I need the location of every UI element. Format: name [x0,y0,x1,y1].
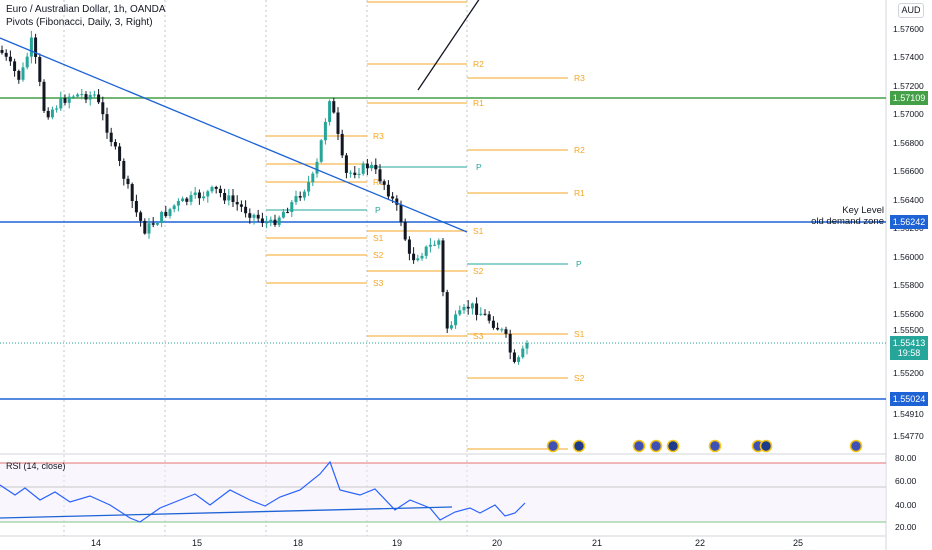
price-tick: 1.57400 [893,52,924,62]
currency-button[interactable]: AUD [898,3,924,18]
rsi-tick: 40.00 [895,500,917,510]
pivots-day3 [467,77,568,450]
price-tick: 1.56600 [893,166,924,176]
price-tick: 1.57200 [893,81,924,91]
pivot-label: S1 [373,233,384,243]
price-tick: 1.54770 [893,431,924,441]
key-level-annotation[interactable]: Key Level old demand zone [811,205,884,227]
pivot-label: S3 [473,331,484,341]
pivots-day2 [367,1,467,337]
economic-event-icon[interactable] [649,439,663,453]
rsi-panel [0,460,886,523]
time-axis[interactable]: 14 15 18 19 20 21 22 25 [91,538,803,548]
price-tick: 1.55500 [893,325,924,335]
economic-event-icon[interactable] [666,439,680,453]
price-tick: 1.56800 [893,138,924,148]
price-tick: 1.57600 [893,24,924,34]
pivot-label: S1 [574,329,585,339]
price-tick: 1.54910 [893,409,924,419]
session-dividers [63,0,468,536]
pivot-label: S2 [473,266,484,276]
indicator-legend[interactable]: Pivots (Fibonacci, Daily, 3, Right) [6,17,153,28]
arrow-line-drawing[interactable] [417,0,480,91]
annotation-line1: Key Level [842,205,884,216]
pivot-label: R1 [473,98,484,108]
key-level-badge: 1.56242 [890,215,928,229]
economic-event-icon[interactable] [849,439,863,453]
time-tick: 15 [192,538,202,548]
price-tick: 1.56000 [893,252,924,262]
time-tick: 21 [592,538,602,548]
economic-event-icon[interactable] [632,439,646,453]
time-tick: 25 [793,538,803,548]
pivot-label: P [576,259,582,269]
time-tick: 22 [695,538,705,548]
pivot-label: P [476,162,482,172]
time-tick: 20 [492,538,502,548]
time-tick: 18 [293,538,303,548]
price-axis[interactable]: 1.57600 1.57400 1.57200 1.57000 1.56800 … [893,24,924,532]
resistance-badge: 1.57109 [890,91,928,105]
economic-event-icon[interactable] [546,439,560,453]
economic-event-icon[interactable] [572,439,586,453]
price-tick: 1.57000 [893,109,924,119]
pivot-label: S1 [473,226,484,236]
price-tick: 1.55800 [893,280,924,290]
pivot-label: R2 [473,59,484,69]
pivot-label: P [375,205,381,215]
pivot-label: S2 [373,250,384,260]
pivot-label: R1 [373,177,384,187]
rsi-tick: 80.00 [895,453,917,463]
rsi-line [0,460,526,523]
price-tick: 1.56400 [893,195,924,205]
rsi-tick: 20.00 [895,522,917,532]
rsi-tick: 60.00 [895,476,917,486]
pivots-day1 [266,135,367,284]
rsi-legend[interactable]: RSI (14, close) [6,461,66,471]
pivot-label: R1 [574,188,585,198]
pivot-labels: R3 R1 P S1 S2 S3 R2 R2 R1 P S1 S2 S3 R3 … [373,59,585,383]
chart-title[interactable]: Euro / Australian Dollar, 1h, OANDA [6,4,166,15]
pivot-label: R2 [574,145,585,155]
time-tick: 14 [91,538,101,548]
pivot-label: S2 [574,373,585,383]
rsi-trendline[interactable] [0,506,453,519]
economic-event-icon[interactable] [708,439,722,453]
price-tick: 1.55600 [893,309,924,319]
support-badge: 1.55024 [890,392,928,406]
countdown-badge: 19:58 [890,346,928,360]
economic-events[interactable] [546,439,863,453]
descending-trendline[interactable] [0,37,468,233]
price-tick: 1.55200 [893,368,924,378]
economic-event-icon[interactable] [759,439,773,453]
pivot-label: R3 [574,73,585,83]
candlesticks [0,30,529,365]
pivot-label: R3 [373,131,384,141]
time-tick: 19 [392,538,402,548]
annotation-line2: old demand zone [811,216,884,227]
pivot-label: S3 [373,278,384,288]
